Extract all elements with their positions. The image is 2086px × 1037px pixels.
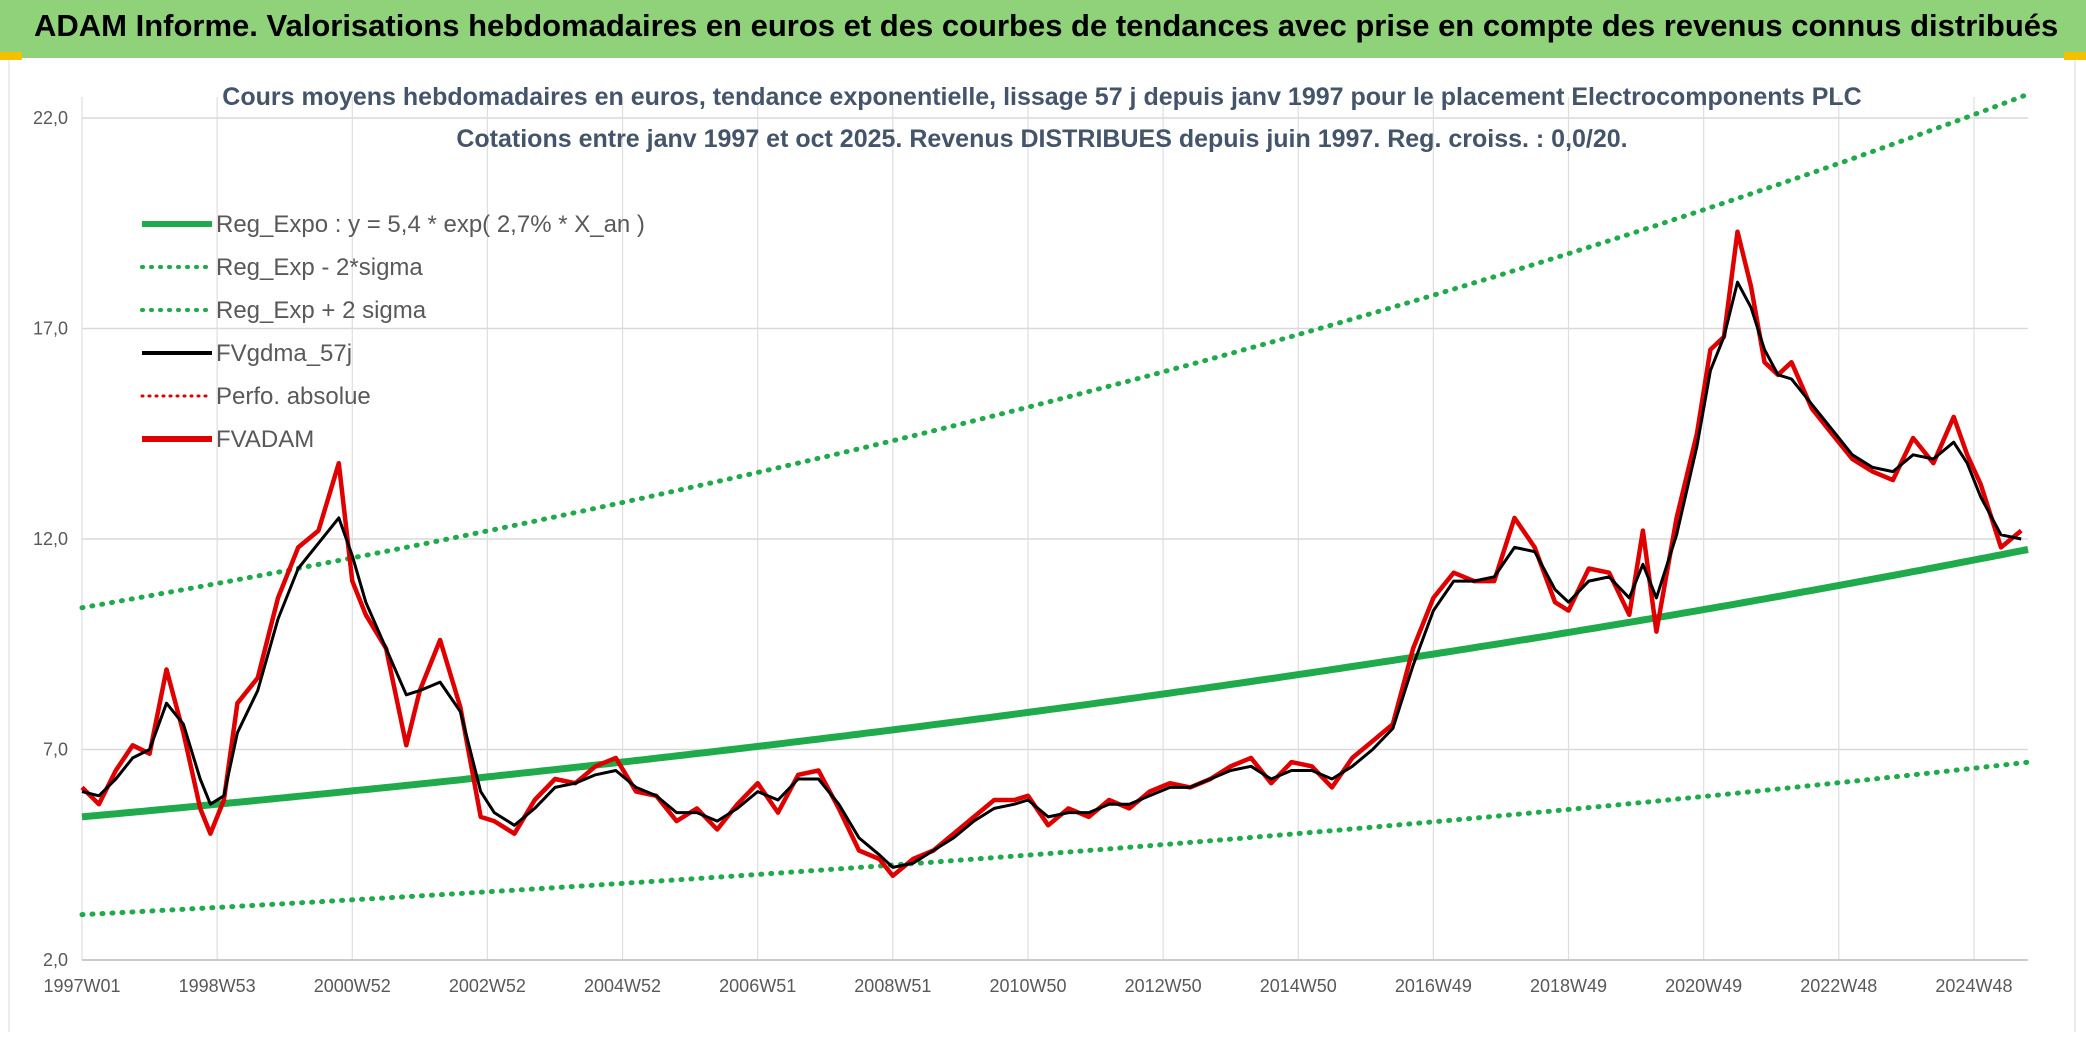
x-tick-label: 1998W53 <box>179 976 256 996</box>
x-tick-label: 2010W50 <box>989 976 1066 996</box>
x-tick-label: 2012W50 <box>1125 976 1202 996</box>
y-tick-label: 17,0 <box>33 319 68 339</box>
right-corner-accent <box>2064 52 2086 60</box>
fvadam-line <box>80 229 2023 879</box>
y-tick-label: 22,0 <box>33 108 68 128</box>
x-tick-label: 2002W52 <box>449 976 526 996</box>
x-tick-label: 2020W49 <box>1665 976 1742 996</box>
x-tick-label: 2016W49 <box>1395 976 1472 996</box>
page-title: ADAM Informe. Valorisations hebdomadaire… <box>34 8 2059 43</box>
legend-label: FVgdma_57j <box>216 340 352 367</box>
series-layer <box>79 91 2031 918</box>
reg-exp-minus-2-sigma-line <box>79 759 2031 918</box>
legend-item-reg-exp-minus: Reg_Exp - 2*sigma <box>140 254 423 281</box>
page-header: ADAM Informe. Valorisations hebdomadaire… <box>0 0 2086 58</box>
x-tick-label: 1997W01 <box>43 976 120 996</box>
x-tick-label: 2022W48 <box>1800 976 1877 996</box>
x-tick-label: 2000W52 <box>314 976 391 996</box>
x-tick-label: 2006W51 <box>719 976 796 996</box>
x-tick-label: 2024W48 <box>1935 976 2012 996</box>
reg-exp-plus-2-sigma-line <box>79 91 2031 611</box>
legend-item-reg-exp-plus: Reg_Exp + 2 sigma <box>140 297 427 324</box>
legend-item-fvgdma: FVgdma_57j <box>142 340 352 367</box>
legend-item-perfo-absolue: Perfo. absolue <box>140 383 371 410</box>
chart-title: Cours moyens hebdomadaires en euros, ten… <box>222 83 1861 111</box>
chart-canvas: 2,0 7,0 12,0 17,0 22,0 1997W01 1998W53 2000W52 2… <box>33 83 2031 996</box>
legend-label: FVADAM <box>216 426 314 453</box>
tick-layer: 2,0 7,0 12,0 17,0 22,0 1997W01 1998W53 2000W52 2… <box>33 108 2013 996</box>
y-tick-label: 7,0 <box>43 740 68 760</box>
fvgdma-57j-line <box>81 280 2022 869</box>
x-tick-label: 2004W52 <box>584 976 661 996</box>
legend-item-fvadam: FVADAM <box>142 426 314 453</box>
x-tick-label: 2018W49 <box>1530 976 1607 996</box>
y-tick-label: 2,0 <box>43 950 68 970</box>
left-corner-accent <box>0 52 22 60</box>
legend-label: Reg_Exp - 2*sigma <box>216 254 423 281</box>
chart-subtitle: Cotations entre janv 1997 et oct 2025. R… <box>456 125 1627 153</box>
legend-item-reg-expo: Reg_Expo : y = 5,4 * exp( 2,7% * X_an ) <box>142 211 645 238</box>
grid-layer <box>81 96 2028 961</box>
legend-label: Reg_Exp + 2 sigma <box>216 297 427 324</box>
legend: Reg_Expo : y = 5,4 * exp( 2,7% * X_an ) R… <box>140 211 645 453</box>
y-tick-label: 12,0 <box>33 529 68 549</box>
legend-label: Reg_Expo : y = 5,4 * exp( 2,7% * X_an ) <box>216 211 645 238</box>
x-tick-label: 2008W51 <box>854 976 931 996</box>
reg-expo-line <box>81 546 2029 821</box>
x-tick-label: 2014W50 <box>1260 976 1337 996</box>
chart-frame: 2,0 7,0 12,0 17,0 22,0 1997W01 1998W53 2000W52 2… <box>8 60 2076 1032</box>
legend-label: Perfo. absolue <box>216 383 371 410</box>
